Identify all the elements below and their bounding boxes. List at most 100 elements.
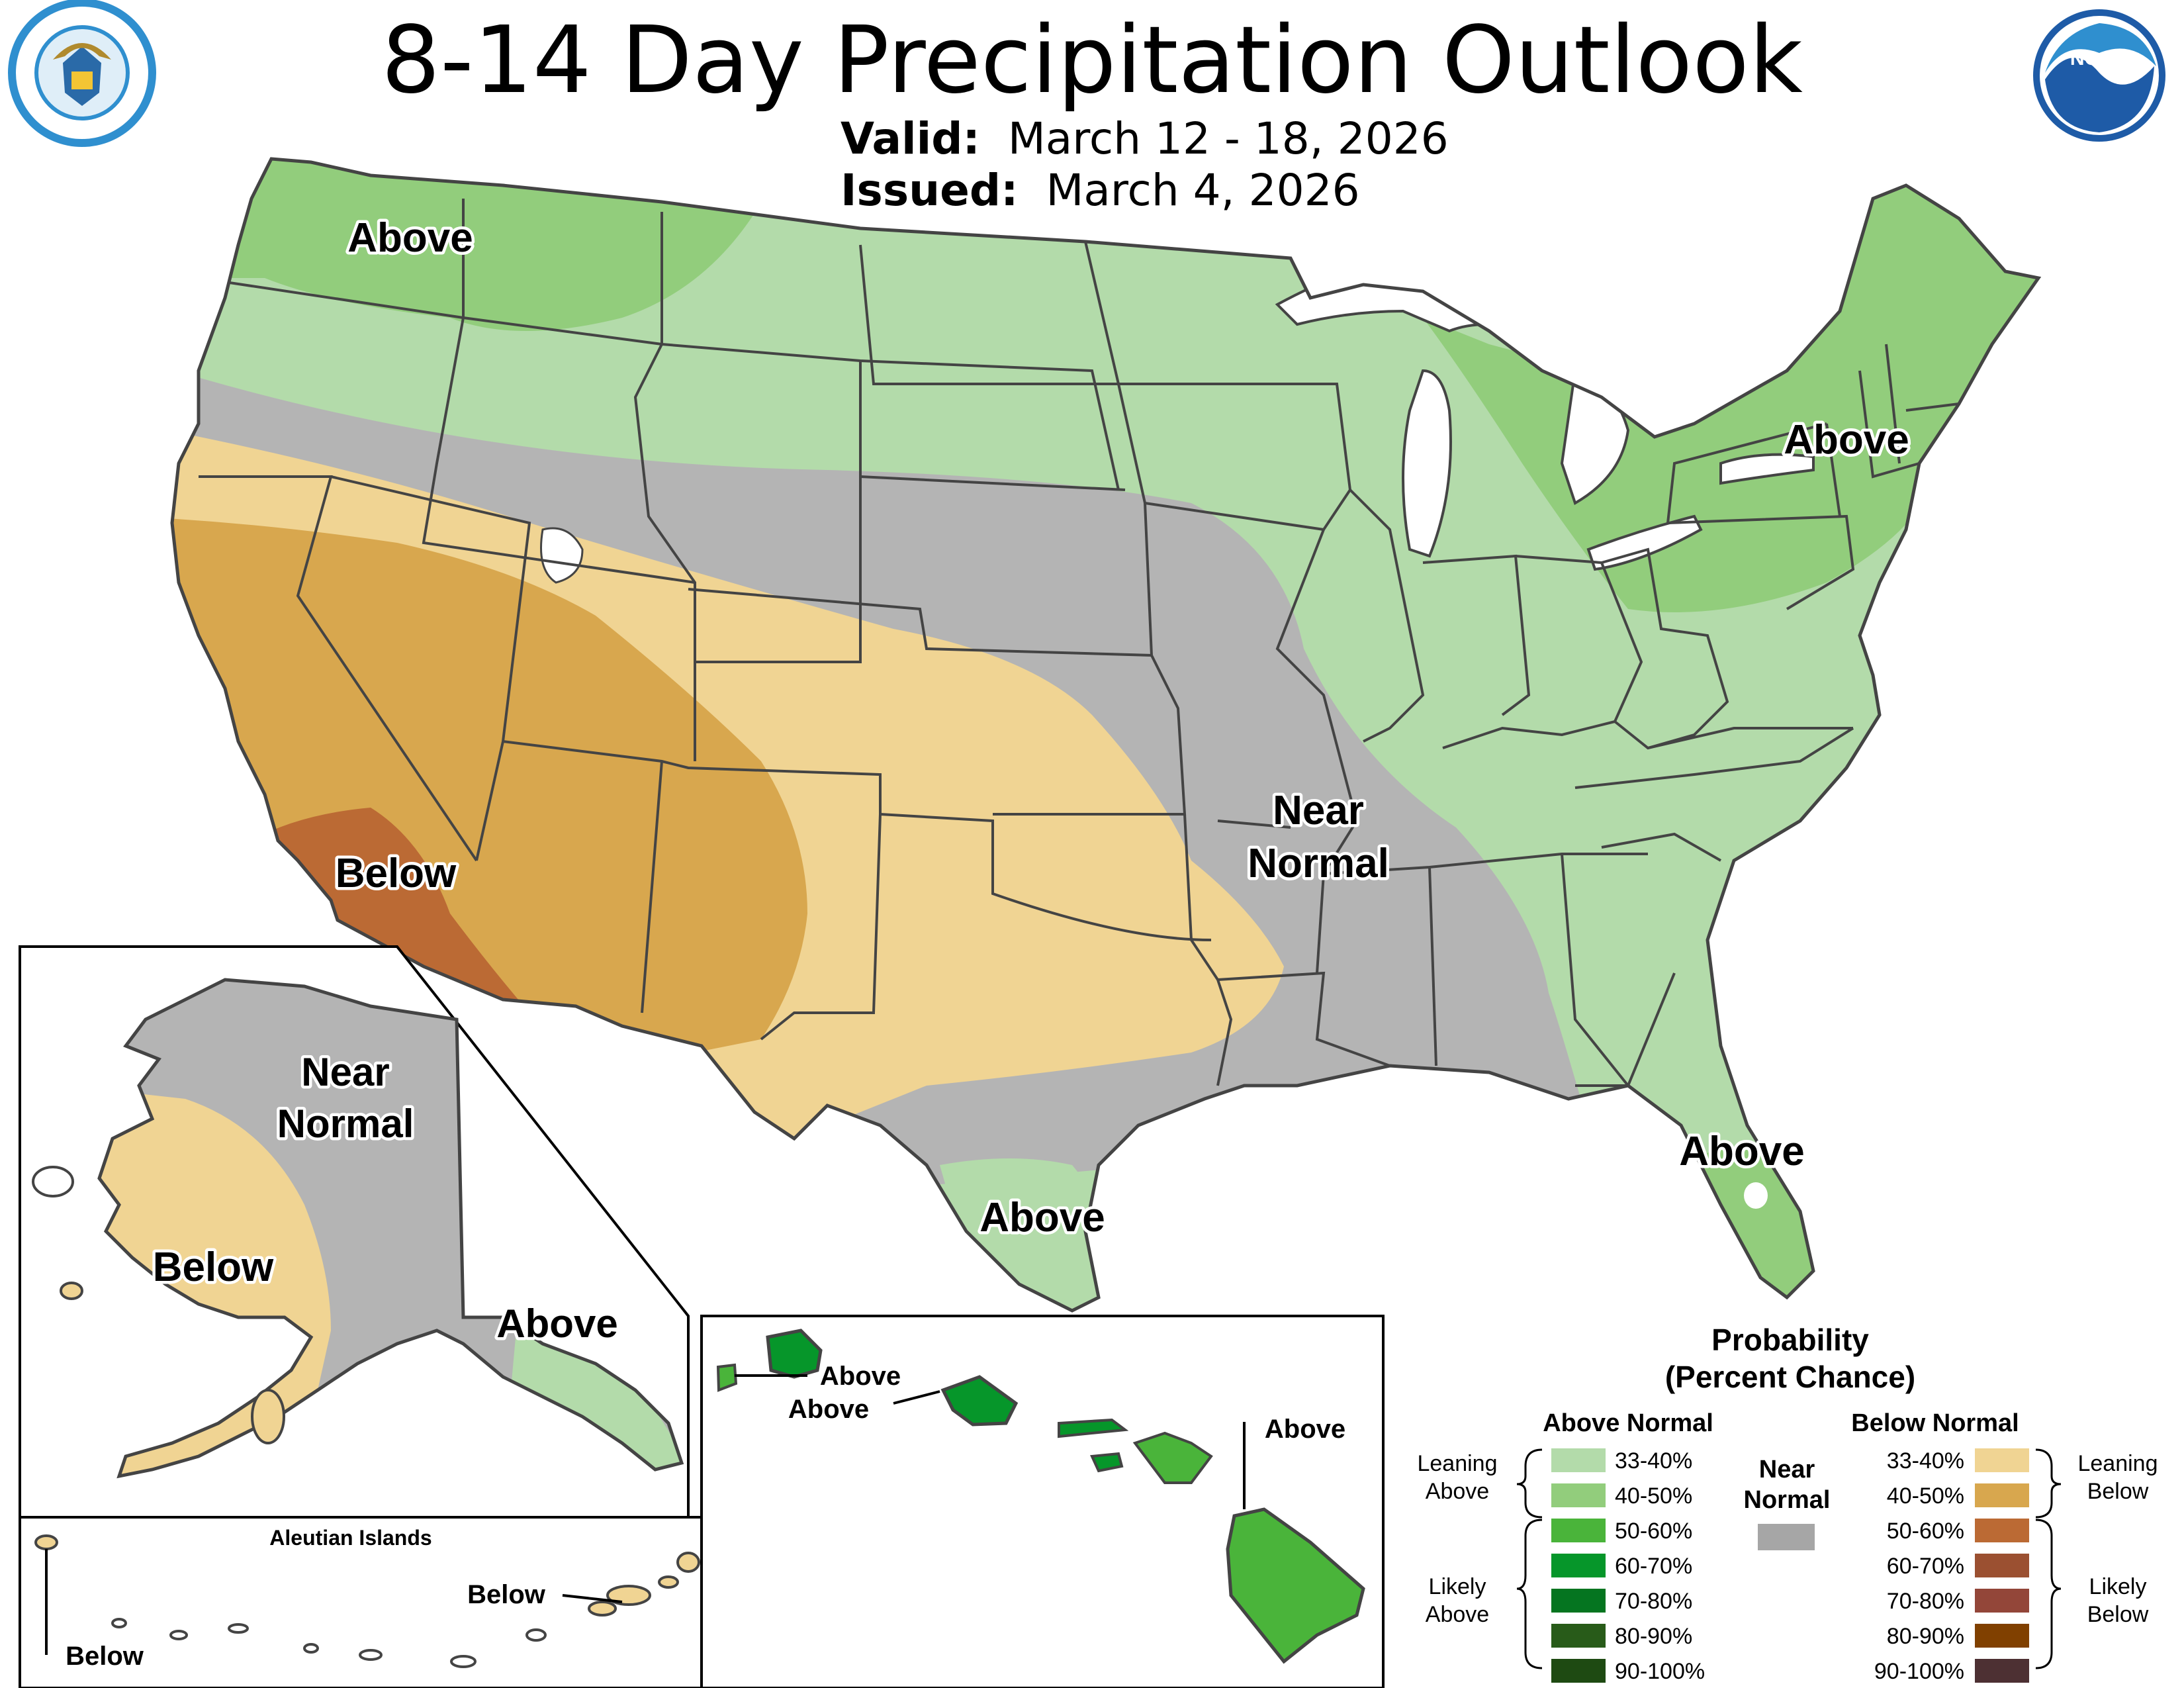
legend-likely-above-2: Above <box>1426 1602 1489 1627</box>
oahu-island <box>940 1375 1019 1427</box>
label-hawaii-kauai: Above <box>820 1362 901 1391</box>
label-conus-northwest: Above <box>347 215 473 261</box>
label-alaska-near-2: Normal <box>277 1102 414 1146</box>
label-aleutian-east: Below <box>467 1580 546 1609</box>
lake-okeechobee <box>1744 1182 1768 1209</box>
legend-above-range-7: 90-100% <box>1615 1659 1705 1684</box>
legend-below-swatch-6 <box>1975 1624 2029 1648</box>
label-alaska-near-1: Near <box>301 1050 389 1094</box>
legend-above-range-5: 70-80% <box>1615 1589 1692 1614</box>
label-conus-central-1: Near <box>1273 788 1364 833</box>
legend-likely-below-2: Below <box>2087 1602 2149 1627</box>
st-lawrence-island <box>32 1166 74 1197</box>
legend-above-range-3: 50-60% <box>1615 1519 1692 1544</box>
legend-near-2: Normal <box>1744 1486 1831 1514</box>
below-50-60-region <box>251 808 529 1013</box>
legend-braces <box>1516 1448 2062 1669</box>
kodiak-island <box>251 1389 285 1444</box>
valid-line: Valid: March 12 - 18, 2026 <box>841 113 1449 165</box>
kauai-island <box>766 1329 823 1379</box>
legend-below-swatch-1 <box>1975 1448 2029 1472</box>
legend-above-header: Above Normal <box>1543 1409 1713 1437</box>
legend-below-range-1: 33-40% <box>1887 1448 1964 1474</box>
legend-below-range-4: 60-70% <box>1887 1554 1964 1579</box>
big-island <box>1226 1507 1365 1664</box>
aleutian-islands-east <box>34 1534 700 1617</box>
oahu-leader <box>893 1390 940 1405</box>
legend-title-2: (Percent Chance) <box>1665 1360 1915 1394</box>
legend-below-range-5: 70-80% <box>1887 1589 1964 1614</box>
legend-title-1: Probability <box>1711 1323 1869 1357</box>
legend-leaning-below-2: Below <box>2087 1479 2149 1504</box>
label-hawaii-oahu: Above <box>788 1395 869 1424</box>
legend-below-swatch-5 <box>1975 1589 2029 1613</box>
label-conus-texas: Above <box>979 1195 1105 1241</box>
lanai-island <box>1090 1452 1124 1473</box>
lake-ontario <box>1719 453 1815 485</box>
legend-likely-below-1: Likely <box>2089 1574 2147 1599</box>
label-conus-florida: Above <box>1679 1129 1804 1174</box>
legend-leaning-below-1: Leaning <box>2077 1451 2158 1476</box>
legend-below-swatches: 33-40% 40-50% 50-60% 60-70% 70-80% 80-90% 90-1… <box>1874 1448 2029 1684</box>
aleutian-inset: Aleutian Islands Below Below <box>19 1516 703 1688</box>
legend-below-swatch-7 <box>1975 1659 2029 1683</box>
noaa-logo: NOAA <box>2033 9 2165 142</box>
maui-island <box>1132 1431 1213 1484</box>
niihau-island <box>716 1363 738 1392</box>
state-borders <box>198 199 1960 1087</box>
legend-below-header: Below Normal <box>1851 1409 2019 1437</box>
label-alaska-west: Below <box>153 1244 274 1290</box>
legend-below-swatch-3 <box>1975 1519 2029 1542</box>
nunivak-island <box>60 1282 83 1300</box>
noaa-logo-text: NOAA <box>2070 48 2128 70</box>
legend-above-swatch-5 <box>1551 1589 1606 1613</box>
florida-above-40-50-region <box>1694 1149 1827 1311</box>
aleutian-title: Aleutian Islands <box>269 1526 432 1550</box>
legend-above-range-4: 60-70% <box>1615 1554 1692 1579</box>
alaska-inset: Near Normal Below Above <box>19 945 690 1519</box>
page-title: 8-14 Day Precipitation Outlook <box>381 7 1803 115</box>
legend-above-swatch-3 <box>1551 1519 1606 1542</box>
legend-above-swatch-2 <box>1551 1483 1606 1507</box>
legend-below-swatch-4 <box>1975 1554 2029 1577</box>
molokai-island <box>1058 1418 1129 1438</box>
legend-below-swatch-2 <box>1975 1483 2029 1507</box>
label-conus-northeast: Above <box>1784 417 1909 463</box>
hawaii-inset: Above Above Above <box>700 1315 1385 1688</box>
label-conus-southwest: Below <box>336 851 457 896</box>
legend-likely-above-1: Likely <box>1429 1574 1486 1599</box>
aleutian-east-leader <box>562 1594 623 1603</box>
valid-label: Valid: <box>841 113 980 164</box>
lake-michigan <box>1402 369 1452 558</box>
legend-above-range-1: 33-40% <box>1615 1448 1692 1474</box>
texas-above-region <box>940 1158 1112 1311</box>
legend-below-range-6: 80-90% <box>1887 1624 1964 1649</box>
valid-dates: March 12 - 18, 2026 <box>1007 113 1449 164</box>
alaska-outline <box>97 978 684 1479</box>
issued-date: March 4, 2026 <box>1046 165 1360 216</box>
legend-above-swatches: 33-40% 40-50% 50-60% 60-70% 70-80% 80-90% 90-1… <box>1551 1448 1705 1684</box>
label-aleutian-west: Below <box>66 1642 144 1671</box>
label-hawaii-big-island: Above <box>1265 1415 1345 1444</box>
doc-seal-logo <box>8 0 156 147</box>
legend-below-range-3: 50-60% <box>1887 1519 1964 1544</box>
legend-above-swatch-6 <box>1551 1624 1606 1648</box>
legend-above-swatch-4 <box>1551 1554 1606 1577</box>
aleutian-inset-frame <box>19 1516 703 1688</box>
legend-above-swatch-1 <box>1551 1448 1606 1472</box>
lake-erie <box>1586 514 1703 571</box>
legend-above-range-6: 80-90% <box>1615 1624 1692 1649</box>
legend: Probability (Percent Chance) Above Norma… <box>1417 1323 2158 1684</box>
legend-leaning-above-1: Leaning <box>1417 1451 1497 1476</box>
issued-line: Issued: March 4, 2026 <box>841 164 1360 217</box>
legend-above-swatch-7 <box>1551 1659 1606 1683</box>
issued-label: Issued: <box>841 165 1019 216</box>
legend-near-swatch <box>1758 1524 1815 1550</box>
legend-near-1: Near <box>1759 1456 1815 1483</box>
legend-below-range-2: 40-50% <box>1887 1483 1964 1509</box>
conus-outline <box>170 157 2042 1313</box>
legend-leaning-above-2: Above <box>1426 1479 1489 1504</box>
aleutian-islands-chain <box>111 1618 547 1668</box>
legend-below-range-7: 90-100% <box>1874 1659 1964 1684</box>
